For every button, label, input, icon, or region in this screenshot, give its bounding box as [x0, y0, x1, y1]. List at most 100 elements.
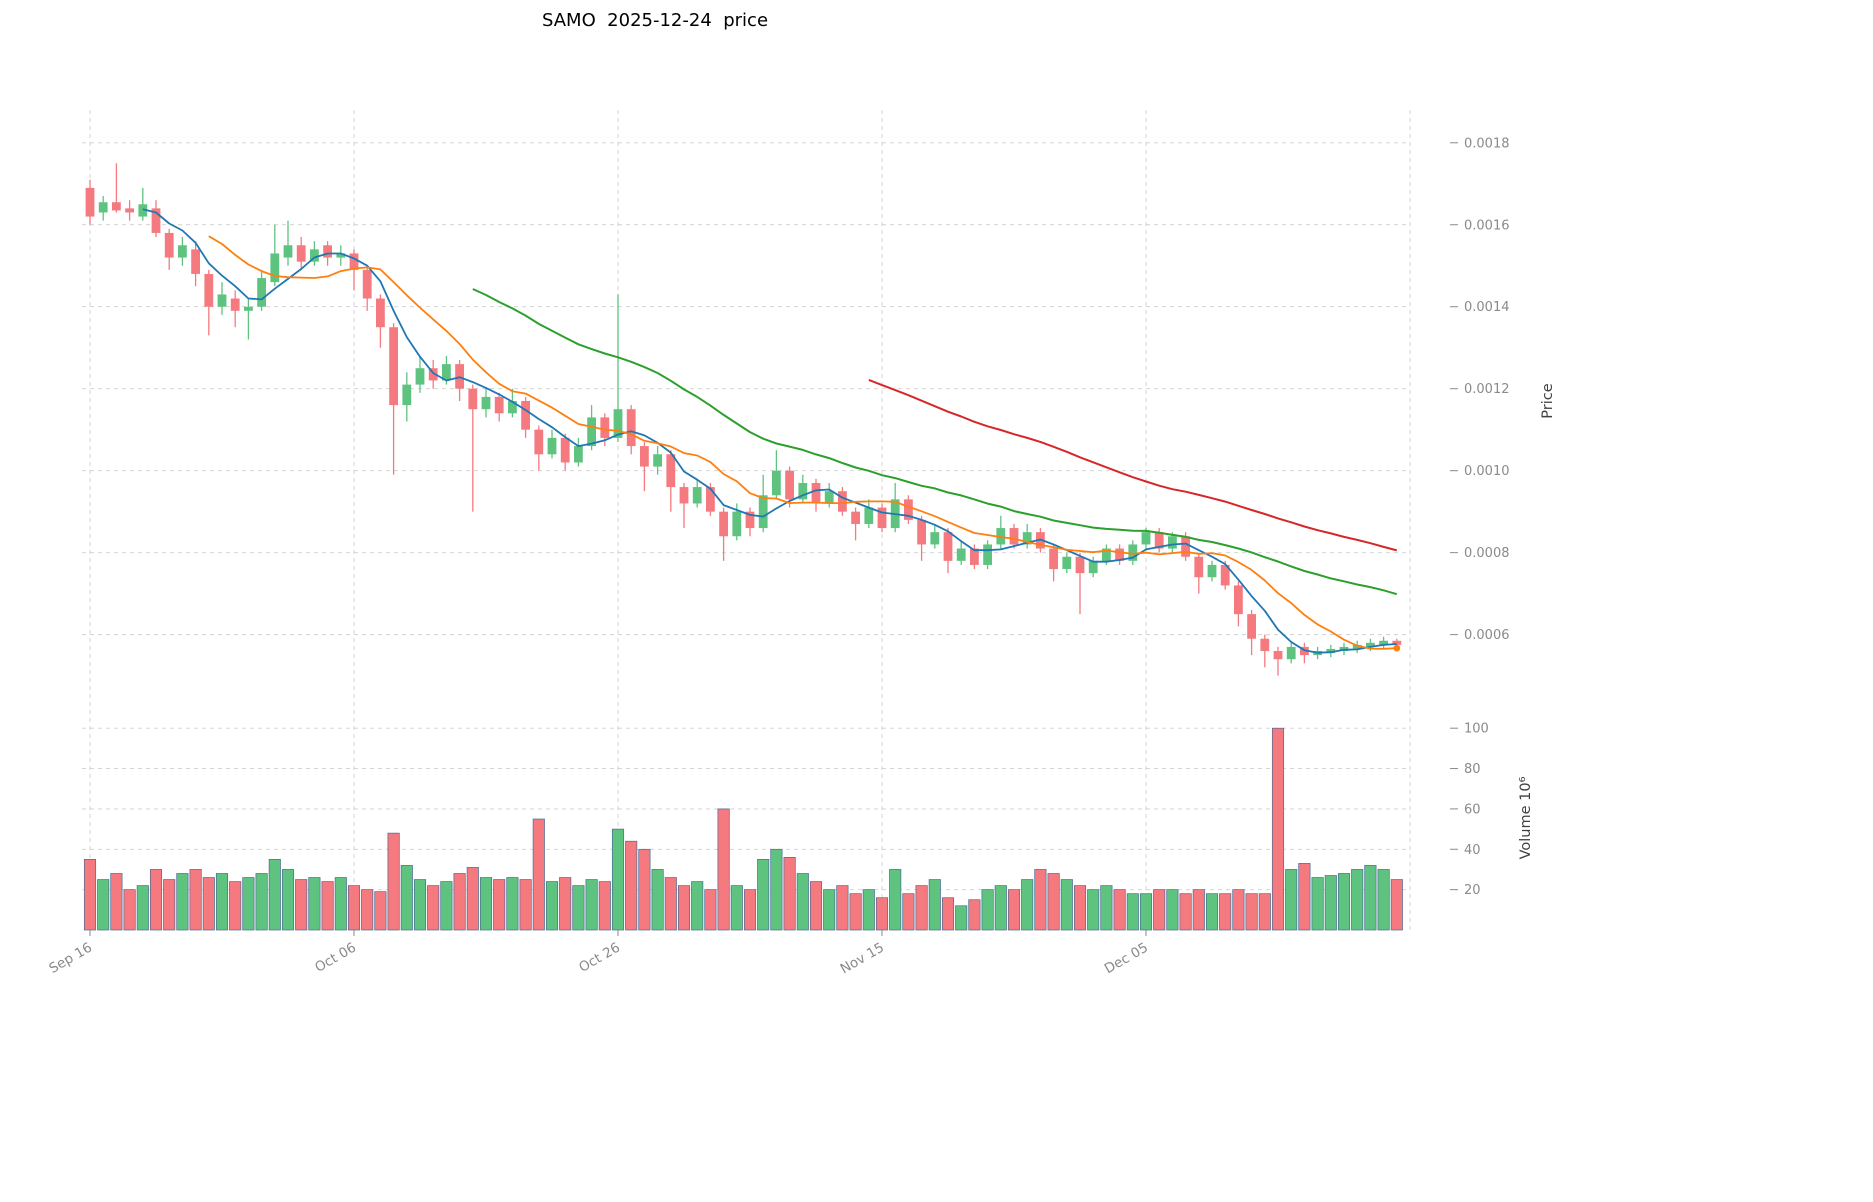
volume-bar: [493, 879, 506, 931]
volume-bar: [242, 877, 255, 931]
volume-bar: [1258, 893, 1271, 931]
volume-bar: [836, 885, 849, 931]
volume-bar: [215, 873, 229, 931]
volume-bar: [1087, 889, 1100, 931]
volume-bar: [189, 869, 202, 931]
volume-bar: [638, 848, 651, 931]
candle-body: [811, 482, 821, 504]
volume-bar: [1271, 727, 1285, 931]
volume-bar: [1126, 893, 1139, 931]
volume-bar: [862, 889, 875, 931]
ma-line-sma10: [208, 235, 1397, 650]
volume-bar: [796, 873, 809, 931]
candle-body: [283, 245, 293, 258]
candle-body: [98, 202, 108, 213]
candle-body: [138, 204, 148, 217]
candle-body: [1141, 532, 1151, 545]
volume-bar: [1219, 893, 1232, 931]
candle-body: [85, 187, 95, 217]
candle-body: [1247, 614, 1256, 639]
volume-bar: [1232, 889, 1245, 931]
candle-body: [1194, 556, 1204, 578]
x-tick-label: Oct 26: [576, 940, 623, 976]
volume-bar: [1205, 893, 1219, 931]
candle-body: [521, 401, 530, 430]
candle-body: [1379, 640, 1388, 645]
candle-body: [191, 249, 200, 274]
candle-body: [296, 245, 306, 262]
candle-body: [666, 454, 676, 488]
candle-body: [1088, 560, 1098, 574]
candle-body: [494, 396, 504, 414]
candle-body: [943, 532, 953, 561]
volume-bar: [1047, 873, 1060, 931]
volume-tick-label: 80: [1464, 762, 1481, 777]
price-tick-label: 0.0016: [1464, 218, 1510, 233]
volume-bar: [572, 885, 585, 931]
volume-tick-label: 40: [1464, 843, 1481, 858]
volume-tick-label: 20: [1464, 883, 1481, 898]
volume-bar: [849, 893, 862, 931]
volume-bar: [400, 865, 413, 931]
volume-bar: [625, 840, 638, 931]
volume-bar: [809, 881, 823, 931]
volume-bar: [136, 885, 149, 931]
volume-bar: [1377, 869, 1390, 931]
volume-bar: [110, 873, 123, 931]
candle-body: [613, 409, 623, 438]
volume-bar: [1285, 869, 1298, 931]
volume-bar: [730, 885, 743, 931]
price-tick-label: 0.0012: [1464, 382, 1510, 397]
volume-bar: [677, 885, 691, 931]
candle-body: [1075, 556, 1085, 574]
candle-body: [1352, 644, 1362, 649]
candle-body: [389, 327, 398, 406]
volume-bar: [875, 897, 889, 931]
volume-bar: [928, 879, 941, 931]
volume-bar: [1021, 879, 1034, 931]
volume-bar: [1166, 889, 1179, 931]
candle-body: [1115, 548, 1124, 561]
volume-bar: [1139, 893, 1153, 931]
candle-body: [626, 409, 636, 447]
candle-body: [1326, 648, 1336, 654]
price-tick-label: 0.0018: [1464, 136, 1510, 151]
volume-bar: [598, 881, 611, 931]
volume-bar: [149, 869, 163, 931]
candle-body: [574, 446, 583, 463]
x-tick-label: Dec 05: [1102, 940, 1151, 978]
last-ma-marker: [1393, 644, 1401, 652]
candle-body: [1009, 528, 1019, 545]
volume-bar: [611, 828, 625, 931]
volume-bar: [361, 889, 374, 931]
volume-bar: [783, 857, 796, 931]
volume-bar: [743, 889, 757, 931]
volume-bar: [532, 818, 545, 931]
volume-bar: [1034, 869, 1047, 931]
volume-bar: [453, 873, 466, 931]
volume-bar: [255, 873, 268, 931]
candle-body: [732, 511, 742, 537]
candle-body: [164, 232, 174, 258]
volume-bar: [202, 877, 215, 931]
candle-body: [692, 487, 702, 504]
volume-bar: [955, 905, 968, 931]
volume-bar: [506, 877, 519, 931]
candle-body: [230, 298, 240, 311]
volume-bar: [479, 877, 493, 931]
volume-bar: [889, 869, 902, 931]
price-tick-label: 0.0010: [1464, 464, 1510, 479]
volume-bar: [559, 877, 572, 931]
volume-bar: [268, 859, 281, 931]
candle-body: [1392, 640, 1402, 645]
volume-bar: [308, 877, 321, 931]
candle-body: [587, 417, 596, 447]
volume-bar: [387, 832, 400, 931]
candle-body: [917, 519, 926, 545]
price-tick-label: 0.0006: [1464, 628, 1510, 643]
ma-line-sma5: [142, 208, 1397, 654]
volume-bar: [97, 879, 110, 931]
volume-bar: [229, 881, 242, 931]
